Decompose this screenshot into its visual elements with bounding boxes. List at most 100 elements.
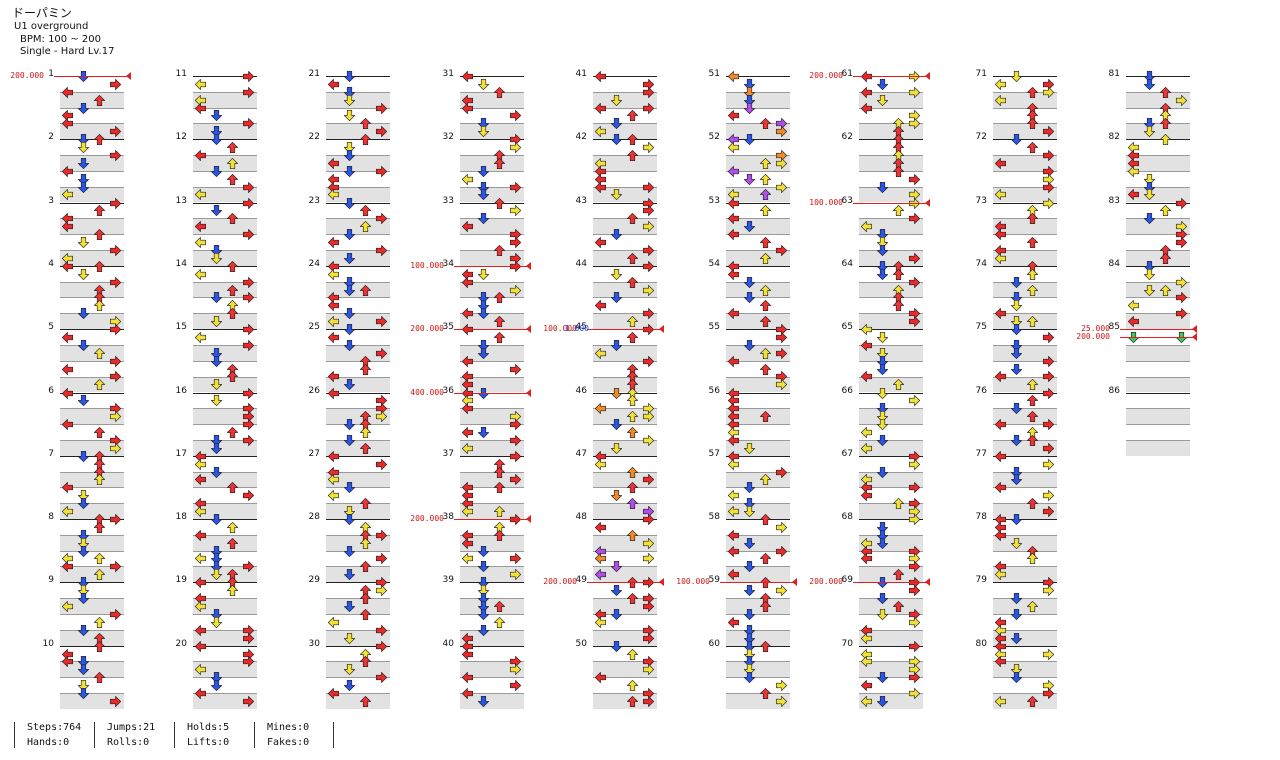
right-arrow-icon — [1175, 94, 1188, 107]
beat-line — [993, 313, 1057, 315]
measure — [326, 519, 390, 583]
beat-line — [326, 155, 390, 157]
right-arrow-icon — [509, 363, 522, 376]
beat-line — [726, 297, 790, 299]
right-arrow-icon — [1042, 197, 1055, 210]
measure — [193, 455, 257, 519]
right-arrow-icon — [242, 181, 255, 194]
beat-line — [1126, 123, 1190, 125]
right-arrow-icon — [109, 560, 122, 573]
down-arrow-icon — [77, 173, 90, 186]
beat-band — [1126, 186, 1190, 203]
measure-line — [593, 645, 657, 647]
beat-band — [859, 503, 923, 519]
beat-band — [326, 376, 390, 393]
beat-band — [193, 519, 257, 535]
down-arrow-icon — [610, 228, 623, 241]
beat-band — [859, 392, 923, 409]
beat-band — [326, 265, 390, 282]
left-arrow-icon — [194, 687, 207, 700]
down-arrow-icon — [1010, 299, 1023, 312]
up-arrow-icon — [1159, 204, 1172, 217]
measure-number: 78 — [975, 512, 987, 523]
right-arrow-icon — [1042, 86, 1055, 99]
beat-line — [460, 661, 524, 663]
right-arrow-icon — [908, 458, 921, 471]
left-arrow-icon — [194, 473, 207, 486]
beat-line — [326, 218, 390, 220]
measure — [60, 519, 124, 583]
beat-band — [326, 202, 390, 219]
measure-line — [993, 455, 1057, 457]
beat-line — [993, 249, 1057, 251]
beat-band — [993, 297, 1057, 314]
beat-line — [193, 249, 257, 251]
stop-label: 1.000 — [564, 324, 589, 334]
right-arrow-icon — [642, 537, 655, 550]
beat-band — [993, 218, 1057, 235]
stat-steps: Steps:764 — [27, 722, 82, 733]
down-arrow-icon — [1010, 291, 1023, 304]
down-arrow-icon — [343, 94, 356, 107]
down-arrow-icon — [77, 497, 90, 510]
beat-line — [60, 693, 124, 695]
beat-band — [859, 408, 923, 425]
measure-line — [1126, 202, 1190, 204]
left-arrow-icon — [594, 552, 607, 565]
left-arrow-icon — [194, 576, 207, 589]
left-arrow-icon — [994, 228, 1007, 241]
measure-line — [993, 265, 1057, 267]
left-arrow-icon — [61, 655, 74, 668]
measure — [593, 392, 657, 456]
left-arrow-icon — [61, 188, 74, 201]
up-arrow-icon — [626, 695, 639, 708]
beat-band — [460, 598, 524, 614]
bpm-change-label: 200.000 — [809, 577, 843, 587]
beat-line — [460, 534, 524, 536]
measure — [60, 645, 124, 709]
beat-line — [993, 376, 1057, 378]
beat-band — [993, 234, 1057, 250]
down-arrow-icon — [1010, 537, 1023, 550]
left-arrow-icon — [994, 307, 1007, 320]
beat-band — [326, 234, 390, 250]
up-arrow-icon — [626, 497, 639, 510]
beat-line — [859, 534, 923, 536]
measure-number: 46 — [575, 385, 587, 396]
right-arrow-icon — [375, 315, 388, 328]
measure-number: 60 — [708, 638, 720, 649]
beat-line — [726, 281, 790, 283]
down-arrow-icon — [1143, 188, 1156, 201]
measure — [326, 265, 390, 330]
beat-line — [193, 107, 257, 109]
beat-band — [460, 629, 524, 646]
beat-line — [460, 155, 524, 157]
measure — [1126, 76, 1190, 140]
bpm-change-label: 400.000 — [410, 387, 444, 397]
up-arrow-icon — [626, 276, 639, 289]
beat-line — [859, 123, 923, 125]
measure-line — [60, 582, 124, 584]
left-arrow-icon — [194, 552, 207, 565]
measure-number: 15 — [175, 322, 187, 333]
up-arrow-icon — [626, 109, 639, 122]
measure-line — [60, 202, 124, 204]
down-arrow-icon — [77, 133, 90, 146]
down-arrow-icon — [876, 355, 889, 368]
down-arrow-icon — [343, 252, 356, 265]
beat-line — [726, 598, 790, 600]
down-arrow-icon — [477, 268, 490, 281]
right-arrow-icon — [242, 276, 255, 289]
beat-line — [1126, 281, 1190, 283]
left-arrow-icon — [594, 616, 607, 629]
down-arrow-icon — [343, 513, 356, 526]
beat-band — [859, 519, 923, 535]
down-arrow-icon — [343, 481, 356, 494]
measure — [993, 265, 1057, 330]
right-arrow-icon — [509, 552, 522, 565]
beat-band — [193, 170, 257, 187]
beat-line — [326, 170, 390, 172]
beat-band — [593, 582, 657, 599]
beat-line — [193, 534, 257, 536]
beat-line — [993, 550, 1057, 552]
